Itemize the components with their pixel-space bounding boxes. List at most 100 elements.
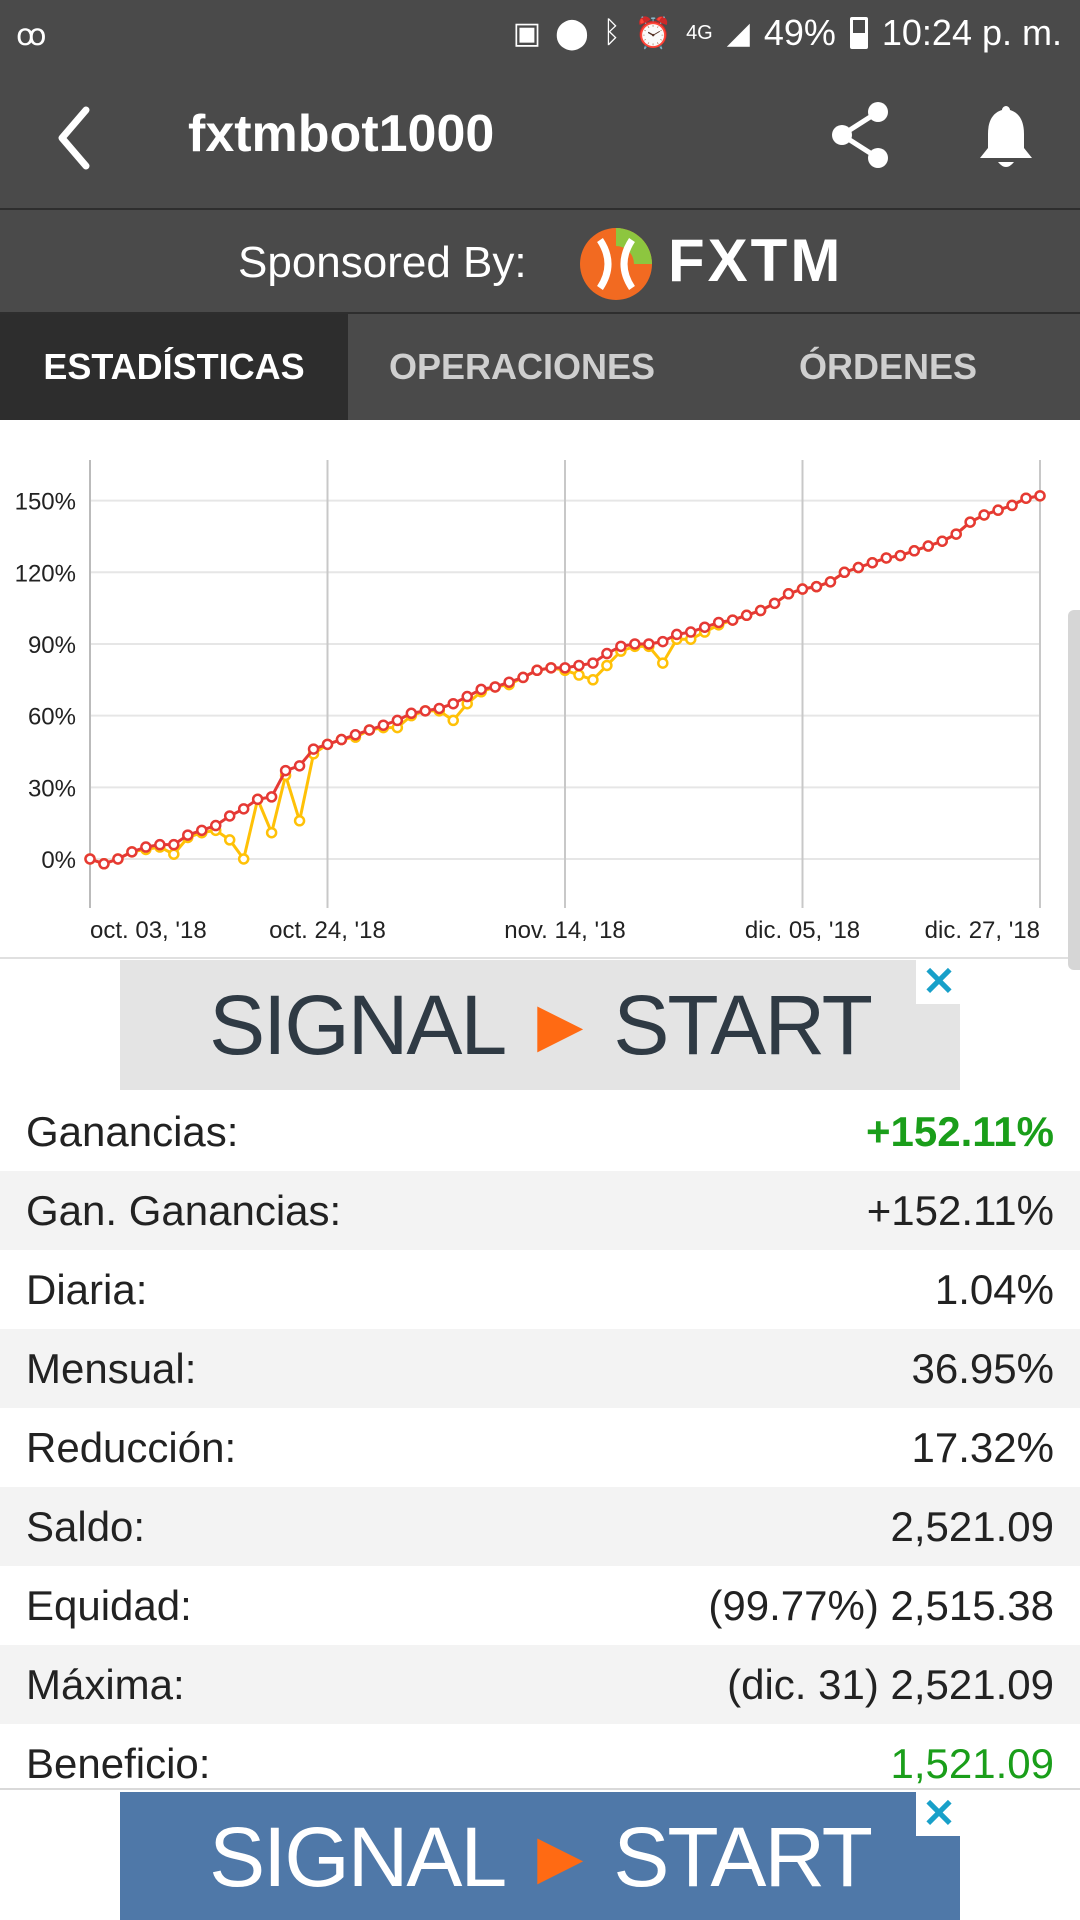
gain-data-point [601, 647, 613, 660]
gain-data-point [154, 838, 166, 851]
tab-operaciones[interactable]: OPERACIONES [388, 346, 656, 387]
gain-data-point [335, 733, 348, 746]
equity-data-point [168, 848, 180, 860]
equity-data-point [587, 674, 599, 686]
equity-data-point [573, 669, 585, 681]
stat-row-reduccion: Reducción: 17.32% [0, 1408, 1080, 1487]
gain-data-point [880, 552, 893, 564]
stat-row-gan-ganancias: Gan. Ganancias: +152.11% [0, 1171, 1080, 1250]
gain-data-point [712, 616, 725, 629]
gain-data-point [419, 705, 432, 717]
stat-row-saldo: Saldo: 2,521.09 [0, 1487, 1080, 1566]
sponsor-label: Sponsored By: [238, 238, 527, 287]
gain-data-point [950, 528, 962, 540]
stat-value: 17.32% [911, 1423, 1054, 1471]
page-title: fxtmbot1000 [188, 105, 495, 163]
stat-label: Beneficio: [26, 1739, 211, 1787]
gain-data-point [489, 681, 501, 693]
stat-value: (99.77%) 2,515.38 [708, 1581, 1054, 1629]
growth-chart[interactable]: 150% 120% 90% 60% 30% 0% oct. 03, '18 oct. 24, … [0, 420, 1080, 970]
gain-data-point [754, 604, 767, 617]
sponsor-brand[interactable]: FXTM [668, 227, 844, 294]
stat-row-ganancias: Ganancias: +152.11% [0, 1092, 1080, 1171]
share-icon[interactable] [826, 100, 896, 170]
back-arrow-icon[interactable] [48, 98, 108, 178]
battery-percent: 49% [763, 12, 836, 53]
stat-value: +152.11% [865, 1107, 1054, 1155]
gain-data-point [349, 729, 362, 741]
sponsor-bar: Sponsored By: FXTM [0, 210, 1080, 314]
y-tick-label: 150% [15, 489, 76, 516]
y-tick-label: 90% [28, 632, 76, 659]
stat-label: Ganancias: [26, 1107, 239, 1155]
gain-data-point [1020, 492, 1032, 504]
gain-data-point [377, 719, 390, 731]
gain-data-point [978, 509, 990, 521]
equity-data-point [447, 714, 459, 727]
gain-data-point [98, 858, 110, 870]
gain-data-point [838, 566, 851, 579]
tab-ordenes[interactable]: ÓRDENES [798, 346, 978, 387]
gain-data-point [182, 829, 194, 841]
gain-data-point [112, 853, 124, 865]
gain-data-point [740, 609, 753, 622]
gain-data-point [140, 841, 152, 853]
x-tick-label: oct. 03, '18 [90, 917, 207, 944]
stat-label: Diaria: [26, 1265, 148, 1313]
battery-saver-icon: ▣ [512, 16, 542, 50]
gain-data-point [307, 743, 320, 755]
stat-label: Máxima: [26, 1660, 185, 1708]
bell-icon[interactable] [976, 102, 1036, 172]
gain-data-point [168, 838, 180, 851]
scrollbar[interactable] [1068, 610, 1080, 970]
gain-data-point [531, 664, 543, 676]
gain-data-point [223, 810, 236, 822]
equity-data-point [293, 815, 306, 827]
gain-data-point [964, 516, 976, 528]
gain-data-point [405, 707, 418, 720]
signal-icon: ◢ [726, 16, 750, 50]
gain-data-point [251, 793, 264, 806]
gain-data-point [126, 846, 138, 858]
gain-data-point [866, 556, 879, 569]
gain-data-point [363, 724, 376, 736]
ad-banner-bottom[interactable]: SIGNAL ▶ START ✕ [120, 1792, 960, 1920]
stat-row-diaria: Diaria: 1.04% [0, 1250, 1080, 1329]
gain-data-point [824, 576, 837, 588]
gain-data-point [643, 638, 655, 650]
app-bar: fxtmbot1000 [0, 66, 1080, 210]
ad-text-start: START [613, 1809, 873, 1904]
gain-data-point [684, 626, 697, 638]
stat-label: Saldo: [26, 1502, 146, 1550]
ad-text-signal: SIGNAL [209, 977, 507, 1072]
stat-label: Gan. Ganancias: [26, 1186, 342, 1234]
ad-banner-top[interactable]: SIGNAL ▶ START ✕ [120, 960, 960, 1090]
voicemail-icon: ꝏ [16, 19, 47, 52]
y-tick-label: 60% [28, 704, 76, 731]
stat-row-mensual: Mensual: 36.95% [0, 1329, 1080, 1408]
gain-data-point [908, 545, 921, 557]
gain-data-point [293, 760, 306, 772]
gain-data-point [503, 676, 515, 688]
stat-value: 36.95% [911, 1344, 1054, 1392]
gain-data-point [84, 853, 96, 865]
ad-close-icon[interactable]: ✕ [916, 1792, 960, 1836]
gain-data-point [475, 683, 487, 696]
gain-data-point [447, 697, 459, 710]
gain-data-point [517, 671, 529, 684]
tab-estadisticas[interactable]: ESTADÍSTICAS [0, 314, 348, 420]
ad-close-icon[interactable]: ✕ [916, 960, 960, 1004]
stat-value: (dic. 31) 2,521.09 [727, 1660, 1054, 1708]
gain-data-point [196, 824, 208, 837]
gain-data-point [587, 657, 599, 669]
growth-chart-svg: 150% 120% 90% 60% 30% 0% oct. 03, '18 oct. 24, … [0, 460, 1080, 959]
gain-data-point [922, 540, 934, 552]
equity-data-point [223, 834, 236, 846]
ad-text-start: START [613, 977, 873, 1072]
fxtm-logo-icon[interactable] [578, 226, 654, 302]
gain-data-point [559, 662, 571, 674]
x-tick-label: dic. 05, '18 [745, 917, 860, 944]
gain-data-point [209, 819, 222, 832]
gain-data-point [810, 580, 823, 593]
gain-data-point [545, 662, 557, 674]
